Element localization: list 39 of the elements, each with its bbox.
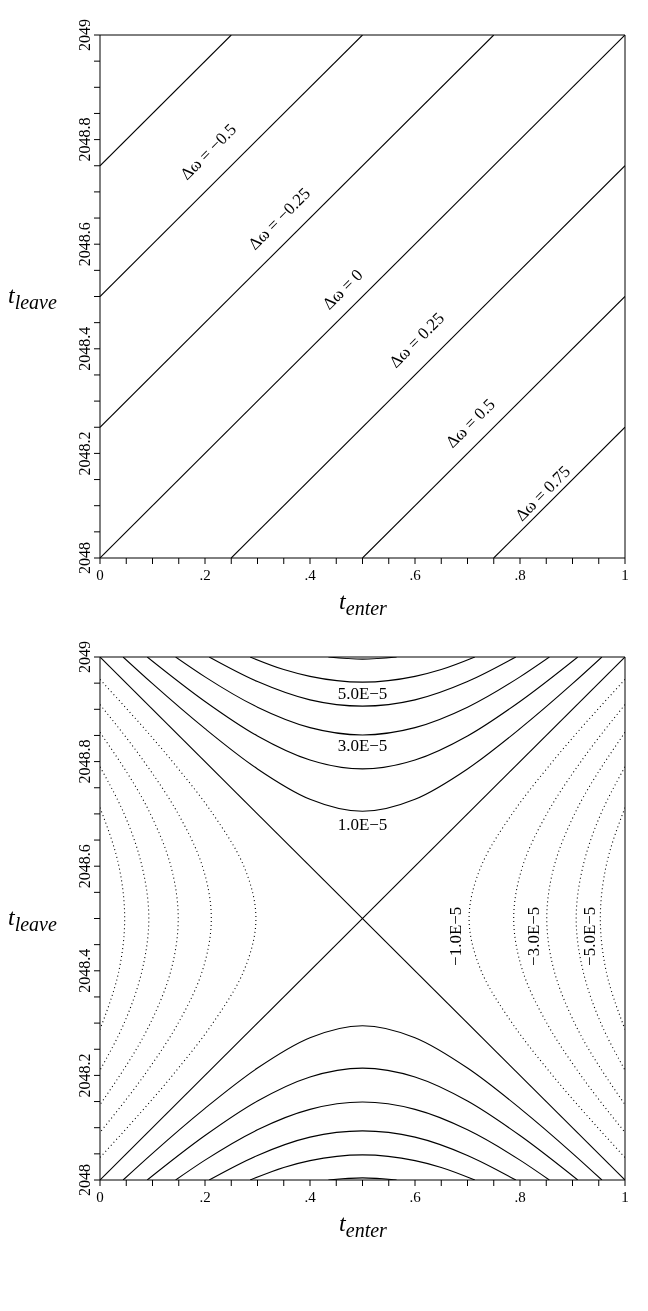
annotation: 3.0E−5 <box>337 735 388 755</box>
x-tick-label: .8 <box>514 1188 526 1205</box>
y-tick-label: 2048.6 <box>76 222 93 267</box>
x-tick-label: .2 <box>199 567 211 583</box>
x-tick-label: 1 <box>621 1188 629 1205</box>
x-tick-label: .4 <box>304 567 317 583</box>
x-tick-label: .8 <box>514 567 526 583</box>
x-tick-label: 1 <box>621 567 629 583</box>
y-tick-label: 2048.2 <box>76 1053 93 1098</box>
y-tick-label: 2048.8 <box>76 739 93 784</box>
annotation: −1.0E−5 <box>445 906 465 966</box>
y-tick-label: 2048.4 <box>76 326 93 371</box>
y-tick-label: 2048.6 <box>76 844 93 888</box>
y-tick-label: 2048 <box>76 1163 93 1196</box>
y-tick-label: 2049 <box>76 640 93 673</box>
x-tick-label: .6 <box>409 1188 422 1205</box>
y-axis-title: t$_{leave}$ <box>8 903 58 936</box>
y-tick-label: 2049 <box>76 19 93 51</box>
annotation: −3.0E−5 <box>523 906 543 966</box>
annotation: −5.0E−5 <box>580 906 600 966</box>
annotation: Δω = −0.5 <box>176 119 241 184</box>
x-axis-title: t$_{enter}$ <box>338 588 388 620</box>
annotation: Δω = 0.5 <box>441 394 499 452</box>
annotation: Δω = 0.25 <box>385 308 449 372</box>
y-tick-label: 2048.4 <box>76 948 93 993</box>
x-tick-label: .4 <box>304 1188 317 1205</box>
annotation: 5.0E−5 <box>337 683 388 703</box>
x-axis-title: t$_{enter}$ <box>338 1209 388 1242</box>
annotation: Δω = 0 <box>318 265 367 314</box>
annotation: 1.0E−5 <box>337 814 388 834</box>
y-tick-label: 2048.2 <box>76 431 93 476</box>
y-tick-label: 2048 <box>76 542 93 574</box>
annotation: Δω = 0.75 <box>511 461 575 525</box>
y-tick-label: 2048.8 <box>76 117 93 162</box>
x-tick-label: 0 <box>96 567 104 583</box>
x-tick-label: .2 <box>199 1188 211 1205</box>
x-tick-label: .6 <box>409 567 422 583</box>
x-tick-label: 0 <box>96 1188 104 1205</box>
y-axis-title: t$_{leave}$ <box>8 282 58 314</box>
